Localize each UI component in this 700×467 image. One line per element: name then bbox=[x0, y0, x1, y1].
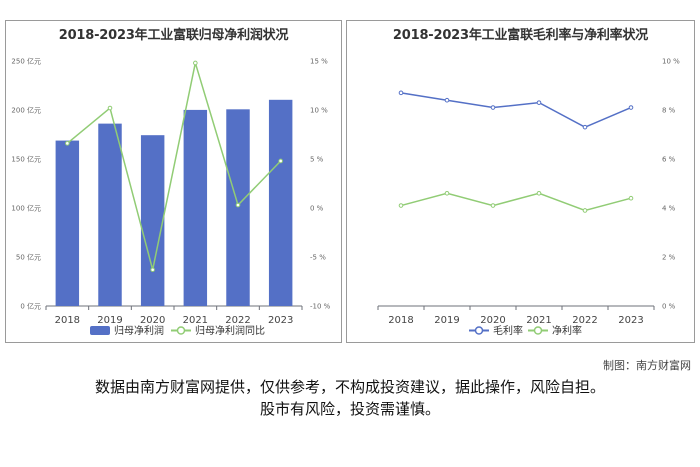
margin-chart-title: 2018-2023年工业富联毛利率与净利率状况 bbox=[392, 28, 649, 43]
legend-bar-swatch bbox=[90, 326, 110, 335]
yoy-point bbox=[278, 158, 283, 164]
y-right-tick-label: 0 % bbox=[662, 303, 676, 311]
net-margin-point bbox=[490, 203, 496, 208]
y-left-tick-label: 200 亿元 bbox=[11, 106, 41, 115]
x-tick-label: 2020 bbox=[480, 315, 505, 326]
y-right-tick-label: 6 % bbox=[662, 156, 676, 164]
x-tick-label: 2023 bbox=[268, 315, 293, 326]
y-left-tick-label: 250 亿元 bbox=[11, 57, 41, 66]
x-tick-label: 2019 bbox=[434, 315, 459, 326]
net-margin-point bbox=[444, 191, 450, 196]
net-profit-chart: 0 亿元 50 亿元 100 亿元 150 亿元 200 亿元 250 亿元 -10 % -5… bbox=[11, 57, 331, 338]
profit-bar bbox=[183, 109, 208, 306]
y-right-tick-label: -5 % bbox=[310, 254, 326, 262]
legend-line-marker bbox=[176, 326, 186, 335]
y-left-tick-label: 0 亿元 bbox=[20, 302, 41, 311]
legend-bar-label: 归母净利润 bbox=[114, 324, 164, 337]
profit-bar bbox=[140, 135, 165, 306]
y-right-tick-label: 8 % bbox=[662, 107, 676, 115]
net-profit-chart-panel: 2018-2023年工业富联归母净利润状况 0 亿元 50 亿元 100 亿元 150… bbox=[5, 20, 342, 343]
y-left-tick-label: 50 亿元 bbox=[16, 253, 41, 262]
y-right-tick-label: 0 % bbox=[310, 205, 324, 213]
y-right-tick-label: 4 % bbox=[662, 205, 676, 213]
y-right-tick-label: 10 % bbox=[310, 107, 328, 115]
net-margin-point bbox=[582, 208, 588, 213]
disclaimer-line-2: 股市有风险，投资需谨慎。 bbox=[259, 400, 440, 418]
margin-chart-panel: 2018-2023年工业富联毛利率与净利率状况 0 % 2 % 4 % 6 % 8 % 1… bbox=[346, 20, 695, 343]
y-left-tick-label: 100 亿元 bbox=[11, 204, 41, 213]
yoy-point bbox=[107, 105, 113, 111]
profit-bar bbox=[55, 140, 80, 306]
disclaimer-line-1: 数据由南方财富网提供，仅供参考，不构成投资建议，据此操作，风险自担。 bbox=[94, 378, 605, 396]
net-margin-point bbox=[536, 191, 542, 196]
net-margin-line bbox=[400, 192, 632, 212]
x-tick-label: 2018 bbox=[388, 315, 413, 326]
profit-bar bbox=[268, 99, 293, 306]
legend-line-label: 归母净利润同比 bbox=[195, 324, 265, 337]
gross-margin-point bbox=[582, 124, 588, 130]
x-tick-label: 2022 bbox=[225, 315, 250, 326]
yoy-line bbox=[66, 62, 282, 270]
x-tick-label: 2019 bbox=[97, 315, 122, 326]
legend-net-marker bbox=[533, 326, 543, 335]
x-tick-label: 2021 bbox=[526, 315, 551, 326]
x-tick-label: 2023 bbox=[618, 315, 643, 326]
y-right-tick-label: 2 % bbox=[662, 254, 676, 262]
x-tick-label: 2021 bbox=[183, 315, 208, 326]
gross-margin-point bbox=[490, 105, 496, 110]
legend-gross-label: 毛利率 bbox=[493, 324, 523, 337]
yoy-point bbox=[65, 141, 70, 146]
gross-margin-point bbox=[444, 97, 450, 103]
yoy-point bbox=[235, 202, 241, 208]
chart-credit: 制图：南方财富网 bbox=[603, 359, 691, 372]
y-right-tick-label: 10 % bbox=[662, 58, 680, 66]
margin-chart: 0 % 2 % 4 % 6 % 8 % 10 % 2018 2019 2020 2021 2022 2… bbox=[377, 58, 680, 337]
y-right-tick-label: 15 % bbox=[310, 58, 328, 66]
y-right-tick-label: -10 % bbox=[310, 303, 331, 311]
net-margin-point bbox=[628, 195, 634, 201]
profit-bar bbox=[226, 109, 250, 307]
gross-margin-point bbox=[628, 105, 634, 110]
gross-margin-point bbox=[536, 100, 542, 105]
x-tick-label: 2020 bbox=[140, 315, 165, 326]
gross-margin-point bbox=[398, 90, 404, 96]
profit-bar bbox=[98, 123, 122, 306]
x-tick-label: 2022 bbox=[572, 315, 597, 326]
yoy-point bbox=[193, 60, 198, 66]
net-margin-point bbox=[398, 203, 404, 208]
y-right-tick-label: 5 % bbox=[310, 156, 324, 164]
net-profit-chart-title: 2018-2023年工业富联归母净利润状况 bbox=[58, 28, 289, 43]
legend-net-label: 净利率 bbox=[552, 324, 582, 337]
yoy-point bbox=[150, 267, 155, 273]
y-left-tick-label: 150 亿元 bbox=[11, 155, 41, 164]
gross-margin-line bbox=[400, 92, 632, 128]
legend-gross-marker bbox=[474, 326, 484, 335]
x-tick-label: 2018 bbox=[55, 315, 80, 326]
